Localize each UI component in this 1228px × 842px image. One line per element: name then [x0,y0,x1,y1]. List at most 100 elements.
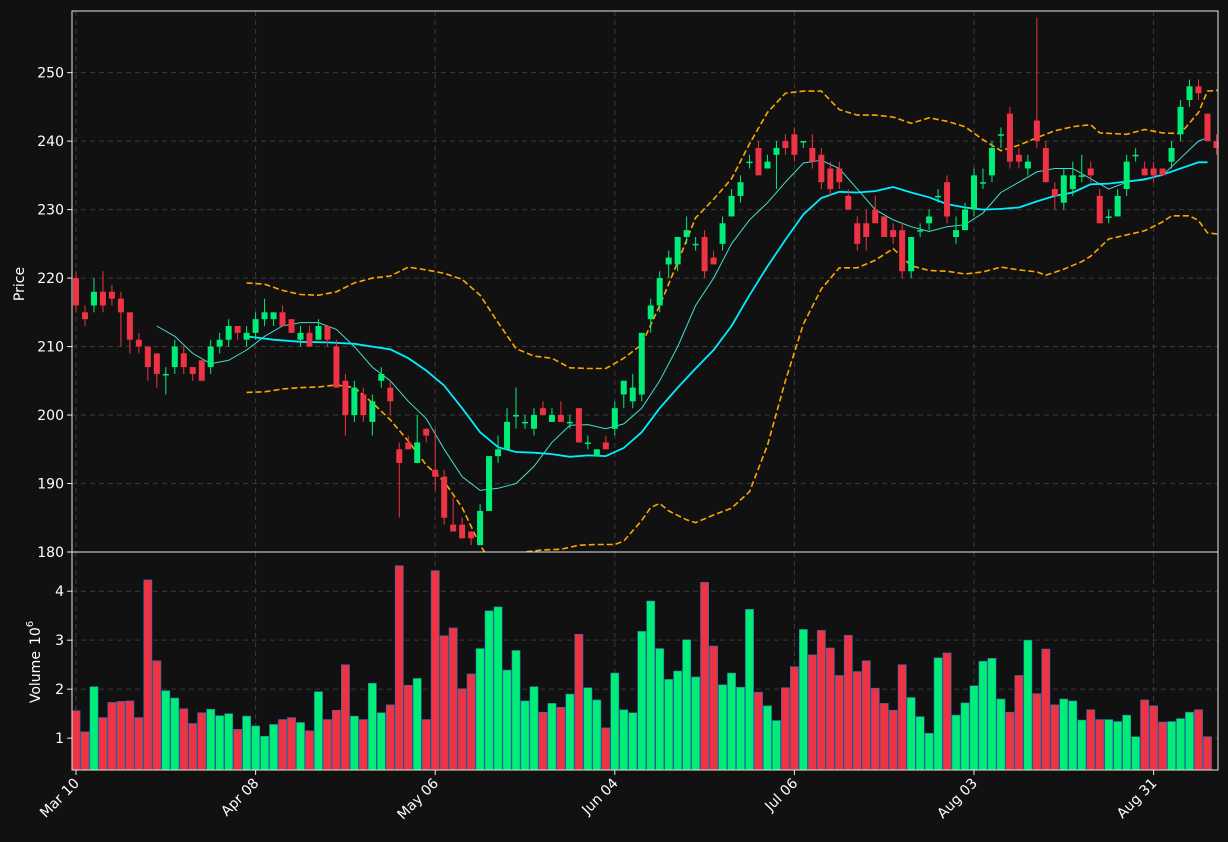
candle-body [360,394,367,416]
volume-bar [421,719,431,771]
candle [1186,79,1193,107]
candle [396,442,403,518]
candle [827,161,834,196]
candle [755,141,762,176]
candle [234,326,241,340]
volume-bar [879,703,889,771]
candle [917,223,924,237]
candle [979,168,986,190]
volume-bar [385,704,395,771]
candle-body [979,182,986,184]
candle [611,401,618,436]
candle [701,230,708,279]
volume-bar [493,606,503,771]
volume-bar [673,670,683,771]
candle [1159,168,1166,176]
volume-bar [1032,693,1042,771]
candle [81,305,88,327]
volume-bar [287,717,296,771]
volume-bar [376,712,386,771]
candle-body [396,449,403,463]
volume-tick-label: 2 [55,682,64,698]
candle-body [1114,195,1121,217]
volume-bar [161,690,171,771]
volume-bar [457,688,467,771]
volume-bar [403,684,413,771]
candle [252,312,259,340]
candle-body [908,236,915,272]
candle [153,353,160,388]
volume-bar [745,609,754,771]
candle [764,154,771,169]
candle [504,408,511,450]
candle [1051,182,1058,210]
volume-bar [260,735,269,771]
volume-tick-label: 1 [55,731,64,747]
candle [692,236,699,251]
candle-body [261,312,268,320]
volume-bar [798,629,808,771]
candle [1078,154,1085,183]
volume-bars [71,565,1212,771]
candle-body [126,312,133,340]
candle [1096,189,1103,224]
candle [360,387,367,422]
candle [1042,141,1049,183]
volume-bar [1131,736,1141,771]
volume-bar [1122,714,1132,771]
volume-bar [1104,719,1114,771]
candle-body [629,387,636,402]
candle [1177,100,1184,142]
volume-bar [700,582,709,771]
volume-bar [242,715,252,771]
candle-body [1168,147,1175,162]
candle [629,373,636,409]
candle-body [81,312,88,320]
volume-bar [358,719,368,771]
candle [243,326,250,347]
lower-band-line [246,215,1218,552]
volume-bar [197,712,207,771]
volume-bar [655,648,665,771]
candle [180,346,187,374]
candle-body [144,346,151,368]
candle-body [378,373,385,381]
candle [997,127,1004,148]
volume-bar [924,732,934,771]
candle [135,332,142,354]
candle-body [234,326,241,333]
volume-bar [134,717,144,771]
candle [1168,141,1175,169]
candle [1105,209,1112,224]
volume-bar [439,635,449,771]
candle [73,271,79,313]
volume-bar [538,711,548,771]
candle-body [333,346,340,388]
candle [1015,147,1022,169]
candle [872,195,879,224]
volume-bar [502,669,512,771]
candle [854,216,861,251]
price-tick-label: 210 [37,340,64,356]
candle [495,435,502,463]
volume-bar [592,699,602,771]
price-tick-label: 190 [37,477,64,493]
candle [513,387,520,429]
candle [944,175,951,224]
volume-bar [763,705,772,771]
candle [351,380,358,422]
candle [1195,79,1202,101]
volume-bar [816,630,826,771]
volume-bar [466,673,476,771]
candle [333,339,340,388]
candle [1213,134,1218,155]
candle [225,319,232,347]
candle [656,271,663,313]
candle [548,408,555,422]
candle-body [1195,86,1202,94]
candle-body [135,339,142,347]
volume-bar [323,719,332,771]
candle [342,373,349,436]
candle-body [917,230,924,232]
candle-body [926,216,933,224]
